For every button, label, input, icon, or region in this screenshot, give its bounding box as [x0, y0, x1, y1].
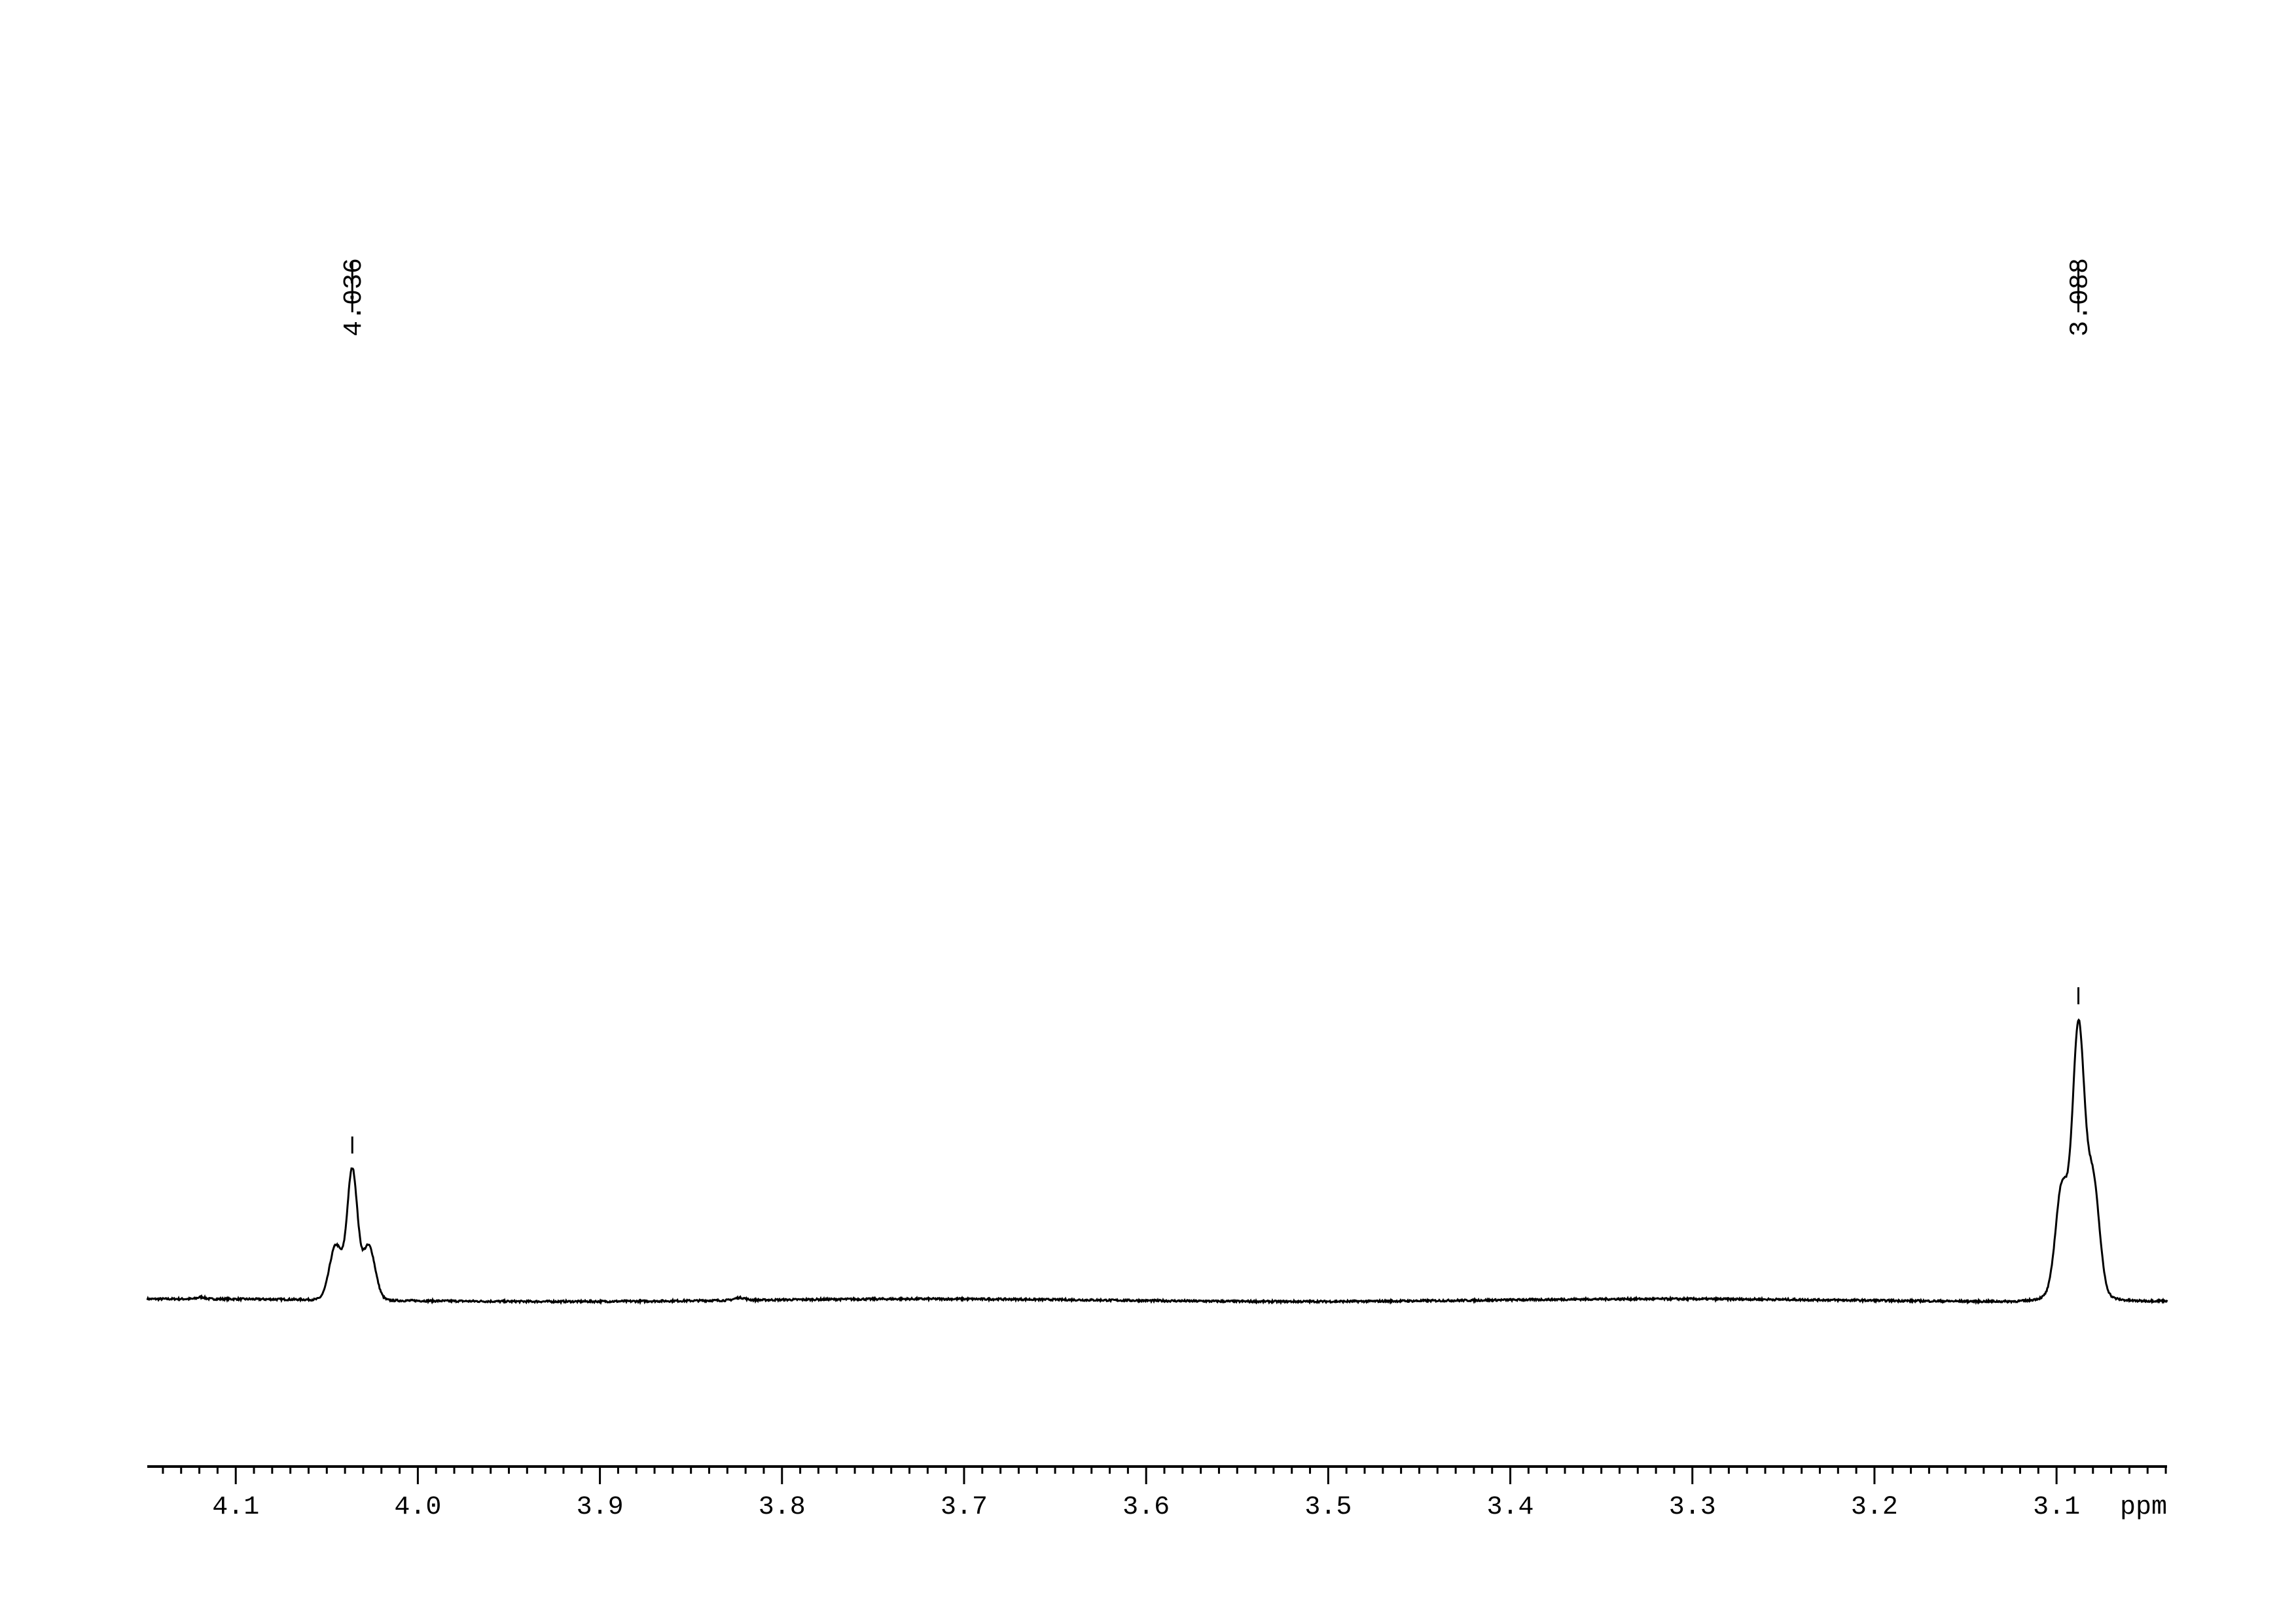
- tick-label: 3.2: [1851, 1493, 1898, 1522]
- peak-label: 4.036: [340, 258, 369, 1154]
- tick-label: 3.3: [1669, 1493, 1716, 1522]
- tick-label: 3.5: [1304, 1493, 1352, 1522]
- tick-label: 3.6: [1122, 1493, 1170, 1522]
- tick-label: 4.1: [212, 1493, 259, 1522]
- peak-labels: 4.036 3.088: [340, 258, 2096, 1154]
- tick-label: 3.9: [577, 1493, 624, 1522]
- peak-label-text: 3.088: [2066, 258, 2096, 337]
- peak-label: 3.088: [2066, 258, 2096, 1004]
- tick-label: 3.4: [1487, 1493, 1534, 1522]
- peak-label-text: 4.036: [340, 258, 369, 337]
- tick-label: 4.0: [394, 1493, 441, 1522]
- tick-label: 3.7: [941, 1493, 988, 1522]
- tick-label: 3.1: [2033, 1493, 2080, 1522]
- x-axis-label: ppm: [2120, 1493, 2167, 1522]
- tick-label: 3.8: [759, 1493, 806, 1522]
- x-axis: 4.1 4.0 3.9 3.8 3.7 3.6 3.5 3.4 3.3 3.2 3.1 ppm: [147, 1465, 2167, 1522]
- spectrum-line: [146, 1018, 2168, 1305]
- x-axis-ticks: [162, 1467, 2167, 1484]
- x-axis-tick-labels: 4.1 4.0 3.9 3.8 3.7 3.6 3.5 3.4 3.3 3.2 3.1: [212, 1493, 2080, 1522]
